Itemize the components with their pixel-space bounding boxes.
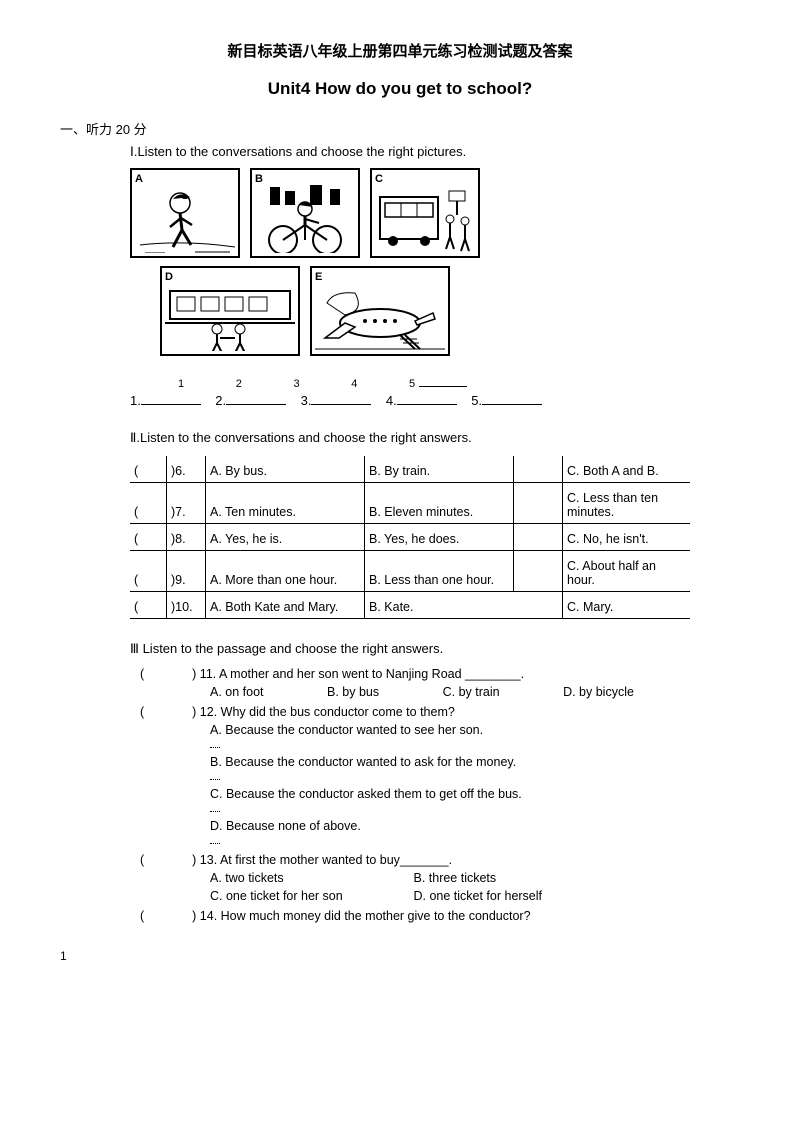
bus-icon xyxy=(375,185,475,253)
option-b: B. three tickets xyxy=(413,871,496,885)
question-11: () 11. A mother and her son went to Nanj… xyxy=(140,667,740,681)
blank-input[interactable] xyxy=(141,390,201,405)
option-a: A. on foot xyxy=(210,685,264,699)
question-12: () 12. Why did the bus conductor come to… xyxy=(140,705,740,719)
option-a: A. two tickets xyxy=(210,871,410,885)
option-b: B. Kate. xyxy=(365,592,563,619)
option-c: C. About half an hour. xyxy=(563,551,691,592)
q-number: )10. xyxy=(167,592,206,619)
option-c: C. one ticket for her son xyxy=(210,889,410,903)
section-1-heading: 一、听力 20 分 xyxy=(60,119,740,138)
bicycle-icon xyxy=(255,185,355,253)
option-d: D. by bicycle xyxy=(563,685,634,699)
blank-input[interactable] xyxy=(482,390,542,405)
picture-a: A xyxy=(130,168,240,258)
blank-3-label: 3. xyxy=(301,393,312,408)
q-number: )8. xyxy=(167,524,206,551)
picture-b: B xyxy=(250,168,360,258)
q-number: )6. xyxy=(167,456,206,483)
q12-option-a: A. Because the conductor wanted to see h… xyxy=(210,723,740,751)
blank-2-label: 2. xyxy=(215,393,226,408)
blank-1-label: 1. xyxy=(130,393,141,408)
q-number: )7. xyxy=(167,483,206,524)
picture-c: C xyxy=(370,168,480,258)
option-b: B. By train. xyxy=(365,456,514,483)
option-b: B. Yes, he does. xyxy=(365,524,514,551)
picture-d: D xyxy=(160,266,300,356)
picture-label: D xyxy=(165,271,173,283)
option-b: B. by bus xyxy=(327,685,379,699)
picture-e: E xyxy=(310,266,450,356)
option-a: A. Ten minutes. xyxy=(206,483,365,524)
q-number: )9. xyxy=(167,551,206,592)
table-row: ( )10. A. Both Kate and Mary. B. Kate. C… xyxy=(130,592,690,619)
q13-options-row2: C. one ticket for her son D. one ticket … xyxy=(210,889,740,903)
walking-boy-icon xyxy=(135,185,235,253)
q13-options-row1: A. two tickets B. three tickets xyxy=(210,871,740,885)
picture-label: A xyxy=(135,173,143,185)
q12-option-b: B. Because the conductor wanted to ask f… xyxy=(210,755,740,783)
q11-options: A. on foot B. by bus C. by train D. by b… xyxy=(210,685,740,699)
option-a: A. Both Kate and Mary. xyxy=(206,592,365,619)
train-icon xyxy=(165,283,295,351)
part1-instruction: Ⅰ.Listen to the conversations and choose… xyxy=(130,144,740,160)
part2-instruction: Ⅱ.Listen to the conversations and choose… xyxy=(130,430,740,446)
picture-label: C xyxy=(375,173,383,185)
table-row: ( )8. A. Yes, he is. B. Yes, he does. C.… xyxy=(130,524,690,551)
picture-label: E xyxy=(315,271,322,283)
table-row: ( )6. A. By bus. B. By train. C. Both A … xyxy=(130,456,690,483)
blank-4-label: 4. xyxy=(386,393,397,408)
blank-5-label: 5. xyxy=(471,393,482,408)
answer-table: ( )6. A. By bus. B. By train. C. Both A … xyxy=(130,456,690,619)
page-number: 1 xyxy=(60,949,740,963)
option-c: C. Less than ten minutes. xyxy=(563,483,691,524)
blank-input[interactable] xyxy=(226,390,286,405)
picture-row-2: D E xyxy=(160,266,740,356)
q12-option-d: D. Because none of above. xyxy=(210,819,740,847)
option-a: A. By bus. xyxy=(206,456,365,483)
unit-title: Unit4 How do you get to school? xyxy=(60,79,740,99)
option-a: A. More than one hour. xyxy=(206,551,365,592)
blank-input[interactable] xyxy=(397,390,457,405)
blank-input[interactable] xyxy=(311,390,371,405)
question-14: () 14. How much money did the mother giv… xyxy=(140,909,740,923)
table-row: ( )7. A. Ten minutes. B. Eleven minutes.… xyxy=(130,483,690,524)
table-row: ( )9. A. More than one hour. B. Less tha… xyxy=(130,551,690,592)
picture-row-1: A B xyxy=(130,168,740,258)
part3-instruction: Ⅲ Listen to the passage and choose the r… xyxy=(130,641,740,657)
numbered-blanks: 1. 2. 3. 4. 5. xyxy=(130,390,740,408)
option-c: C. Mary. xyxy=(563,592,691,619)
blank-answers-row: 1 2 3 4 5 xyxy=(130,372,740,390)
picture-label: B xyxy=(255,173,263,185)
option-a: A. Yes, he is. xyxy=(206,524,365,551)
option-c: C. Both A and B. xyxy=(563,456,691,483)
main-title: 新目标英语八年级上册第四单元练习检测试题及答案 xyxy=(60,40,740,61)
question-13: () 13. At first the mother wanted to buy… xyxy=(140,853,740,867)
option-d: D. one ticket for herself xyxy=(413,889,542,903)
option-b: B. Eleven minutes. xyxy=(365,483,514,524)
option-b: B. Less than one hour. xyxy=(365,551,514,592)
option-c: C. No, he isn't. xyxy=(563,524,691,551)
airplane-icon xyxy=(315,283,445,351)
option-c: C. by train xyxy=(443,685,500,699)
q12-option-c: C. Because the conductor asked them to g… xyxy=(210,787,740,815)
